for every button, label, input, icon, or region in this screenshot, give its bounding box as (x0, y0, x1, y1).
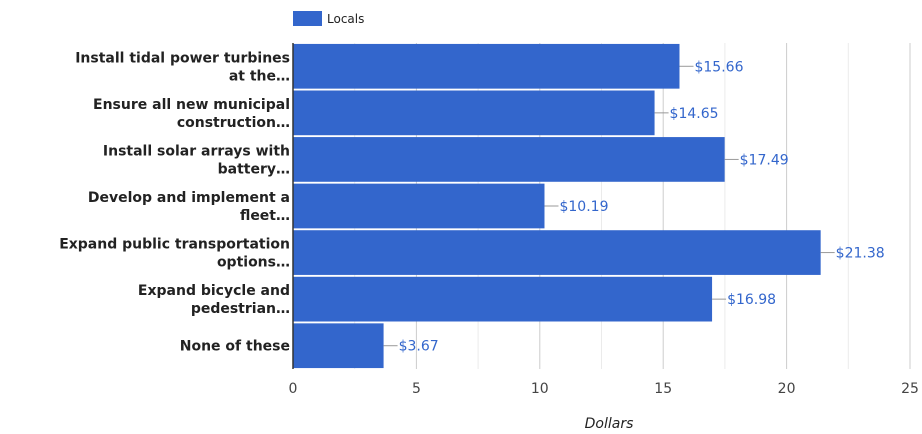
bar[interactable] (293, 43, 680, 89)
value-label: $10.19 (559, 199, 608, 215)
legend-swatch (293, 11, 322, 26)
x-tick-label: 25 (901, 381, 919, 397)
value-label: $14.65 (670, 106, 719, 122)
bars: $15.66 $14.65 $17.49 $10.19 $21.38 $16.98 $3.6… (293, 43, 885, 369)
category-label-line: Develop and implement a (88, 190, 290, 206)
bar[interactable] (293, 276, 713, 322)
x-axis: 0 5 10 15 20 25 (289, 43, 919, 397)
category-label-line: Expand bicycle and (138, 283, 290, 299)
category-label: Expand public transportation options… (59, 237, 290, 271)
bar[interactable] (293, 90, 655, 136)
value-label: $15.66 (694, 59, 743, 75)
x-tick-label: 0 (289, 381, 298, 397)
category-labels: Install tidal power turbines at the… Ensur… (59, 50, 290, 354)
legend: Locals (293, 11, 364, 26)
category-label: Expand bicycle and pedestrian… (138, 283, 290, 317)
x-tick-label: 5 (412, 381, 421, 397)
x-axis-title: Dollars (585, 416, 634, 430)
category-label-line: options… (217, 255, 290, 271)
x-tick-label: 20 (778, 381, 796, 397)
value-label: $21.38 (836, 246, 885, 262)
category-label-line: None of these (180, 339, 290, 355)
category-label: Install solar arrays with battery… (103, 143, 290, 177)
category-label: Install tidal power turbines at the… (75, 50, 290, 84)
bar[interactable] (293, 183, 545, 229)
bar[interactable] (293, 230, 821, 275)
category-label-line: Install solar arrays with (103, 143, 290, 159)
category-label-line: battery… (218, 161, 290, 177)
category-label: None of these (180, 339, 290, 355)
bar[interactable] (293, 137, 725, 182)
category-label: Ensure all new municipal construction… (93, 97, 290, 131)
category-label-line: at the… (229, 68, 290, 84)
x-tick-label: 15 (654, 381, 672, 397)
legend-label: Locals (327, 12, 364, 26)
category-label-line: pedestrian… (191, 301, 290, 317)
value-label: $3.67 (399, 339, 439, 355)
value-label: $16.98 (727, 292, 776, 308)
bar[interactable] (293, 323, 384, 369)
category-label-line: fleet… (240, 208, 290, 224)
category-label-line: Install tidal power turbines (75, 50, 290, 66)
category-label-line: Ensure all new municipal (93, 97, 290, 113)
value-label: $17.49 (740, 152, 789, 168)
x-tick-label: 10 (531, 381, 549, 397)
category-label-line: Expand public transportation (59, 237, 290, 253)
category-label: Develop and implement a fleet… (88, 190, 290, 224)
category-label-line: construction… (177, 115, 290, 131)
